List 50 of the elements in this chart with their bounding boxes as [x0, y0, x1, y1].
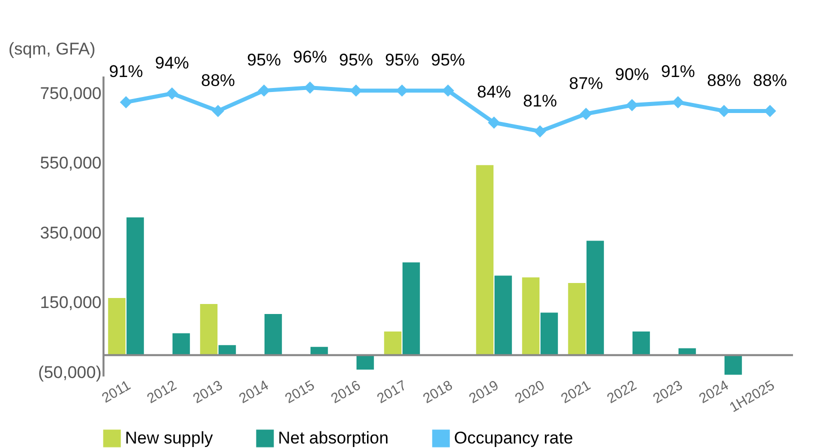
data-label: 88%: [706, 70, 742, 90]
x-tick-label: 2017: [374, 376, 410, 406]
point: [212, 104, 224, 118]
y-axis-title: (sqm, GFA): [8, 40, 96, 58]
point: [534, 125, 546, 138]
x-tick-label: 2013: [190, 376, 226, 406]
data-label: 81%: [522, 91, 558, 110]
bar: [724, 354, 743, 376]
point: [580, 108, 592, 120]
x-tick-label: 2024: [696, 376, 732, 406]
x-tick-label: 2019: [466, 376, 502, 406]
y-tick-label: 750,000: [40, 84, 102, 103]
y-tick-label: 550,000: [40, 154, 102, 173]
y-tick-label: 150,000: [40, 293, 102, 312]
data-label: 88%: [752, 70, 788, 90]
data-label: 91%: [108, 62, 144, 82]
data-label: 96%: [292, 48, 328, 67]
x-tick-label: 2021: [558, 376, 594, 406]
bar: [264, 313, 283, 356]
x-tick-label: 2012: [144, 376, 180, 406]
legend-label: New supply: [125, 428, 214, 448]
legend-label: Net absorption: [278, 428, 389, 448]
y-tick-label: 350,000: [40, 223, 102, 242]
x-tick-label: 2016: [328, 376, 364, 406]
y-tick-label: (50,000): [38, 363, 102, 382]
data-label: 84%: [476, 82, 512, 102]
x-tick-label: 2018: [420, 376, 456, 406]
data-label: 94%: [154, 53, 190, 72]
x-tick-label: 2023: [650, 376, 686, 406]
data-label: 91%: [660, 62, 696, 82]
bar: [356, 354, 375, 371]
data-label: 95%: [430, 50, 466, 70]
point: [258, 84, 270, 97]
point: [488, 116, 500, 129]
x-tick-label: 2011: [98, 376, 134, 406]
x-tick-label: 2022: [604, 376, 640, 406]
data-label: 87%: [568, 74, 604, 93]
bar: [172, 332, 191, 356]
point: [120, 96, 132, 108]
data-label: 95%: [384, 50, 420, 70]
x-tick-label: 2020: [512, 376, 548, 406]
data-label: 90%: [614, 65, 650, 84]
point: [166, 87, 178, 100]
bar: [632, 330, 651, 356]
legend-label: Occupancy rate: [454, 428, 574, 448]
x-tick-label: 2015: [282, 376, 318, 406]
data-label: 95%: [246, 50, 282, 70]
x-tick-label: 2014: [236, 376, 272, 406]
data-label: 88%: [200, 70, 236, 90]
data-label: 95%: [338, 50, 374, 70]
